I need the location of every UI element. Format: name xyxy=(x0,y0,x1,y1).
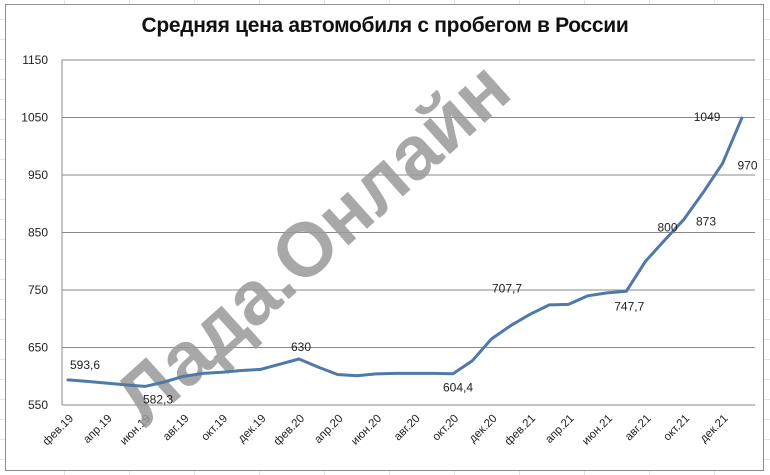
y-tick-label: 1150 xyxy=(22,53,48,67)
data-label: 604,4 xyxy=(443,381,473,395)
x-tick-label: фев.20 xyxy=(272,413,307,448)
data-series xyxy=(66,116,744,388)
y-tick-label: 950 xyxy=(28,168,48,182)
data-label: 1049 xyxy=(694,110,721,124)
data-label: 747,7 xyxy=(614,299,644,313)
x-tick-label: июн.20 xyxy=(349,413,384,448)
x-tick-label: апр.19 xyxy=(81,413,114,446)
x-tick-label: фев.19 xyxy=(41,413,76,448)
x-tick-label: окт.19 xyxy=(199,413,230,444)
y-tick-label: 850 xyxy=(28,226,48,240)
data-label: 582,3 xyxy=(143,392,173,406)
price-line xyxy=(66,116,744,388)
y-tick-label: 1050 xyxy=(21,111,48,125)
x-tick-label: окт.21 xyxy=(661,413,692,444)
x-tick-label: июн.21 xyxy=(580,413,615,448)
y-tick-label: 650 xyxy=(28,341,48,355)
gridlines xyxy=(62,59,755,348)
x-tick-label: дек.21 xyxy=(698,413,731,446)
data-label: 800 xyxy=(658,220,678,234)
x-tick-label: дек.20 xyxy=(467,413,500,446)
data-label: 873 xyxy=(696,214,716,228)
x-tick-label: дек.19 xyxy=(236,413,269,446)
chart-title: Средняя цена автомобиля с пробегом в Рос… xyxy=(141,14,629,37)
data-label: 630 xyxy=(291,340,311,354)
x-tick-label: апр.20 xyxy=(312,413,345,446)
y-axis: 550 650 750 850 950 1050 1150 xyxy=(21,53,755,412)
x-tick-label: окт.20 xyxy=(430,413,461,444)
data-label: 970 xyxy=(738,159,758,173)
data-label: 593,6 xyxy=(70,358,100,372)
x-tick-label: авг.20 xyxy=(392,413,423,444)
y-tick-label: 550 xyxy=(28,398,48,412)
x-tick-label: апр.21 xyxy=(543,413,576,446)
data-labels: 593,6 582,3 630 604,4 707,7 747,7 800 873 970 104… xyxy=(70,110,758,406)
y-tick-label: 750 xyxy=(28,283,48,297)
x-tick-label: фев.21 xyxy=(503,413,538,448)
chart-area[interactable] xyxy=(5,4,764,471)
data-label: 707,7 xyxy=(492,281,522,295)
x-tick-label: авг.21 xyxy=(623,413,654,444)
